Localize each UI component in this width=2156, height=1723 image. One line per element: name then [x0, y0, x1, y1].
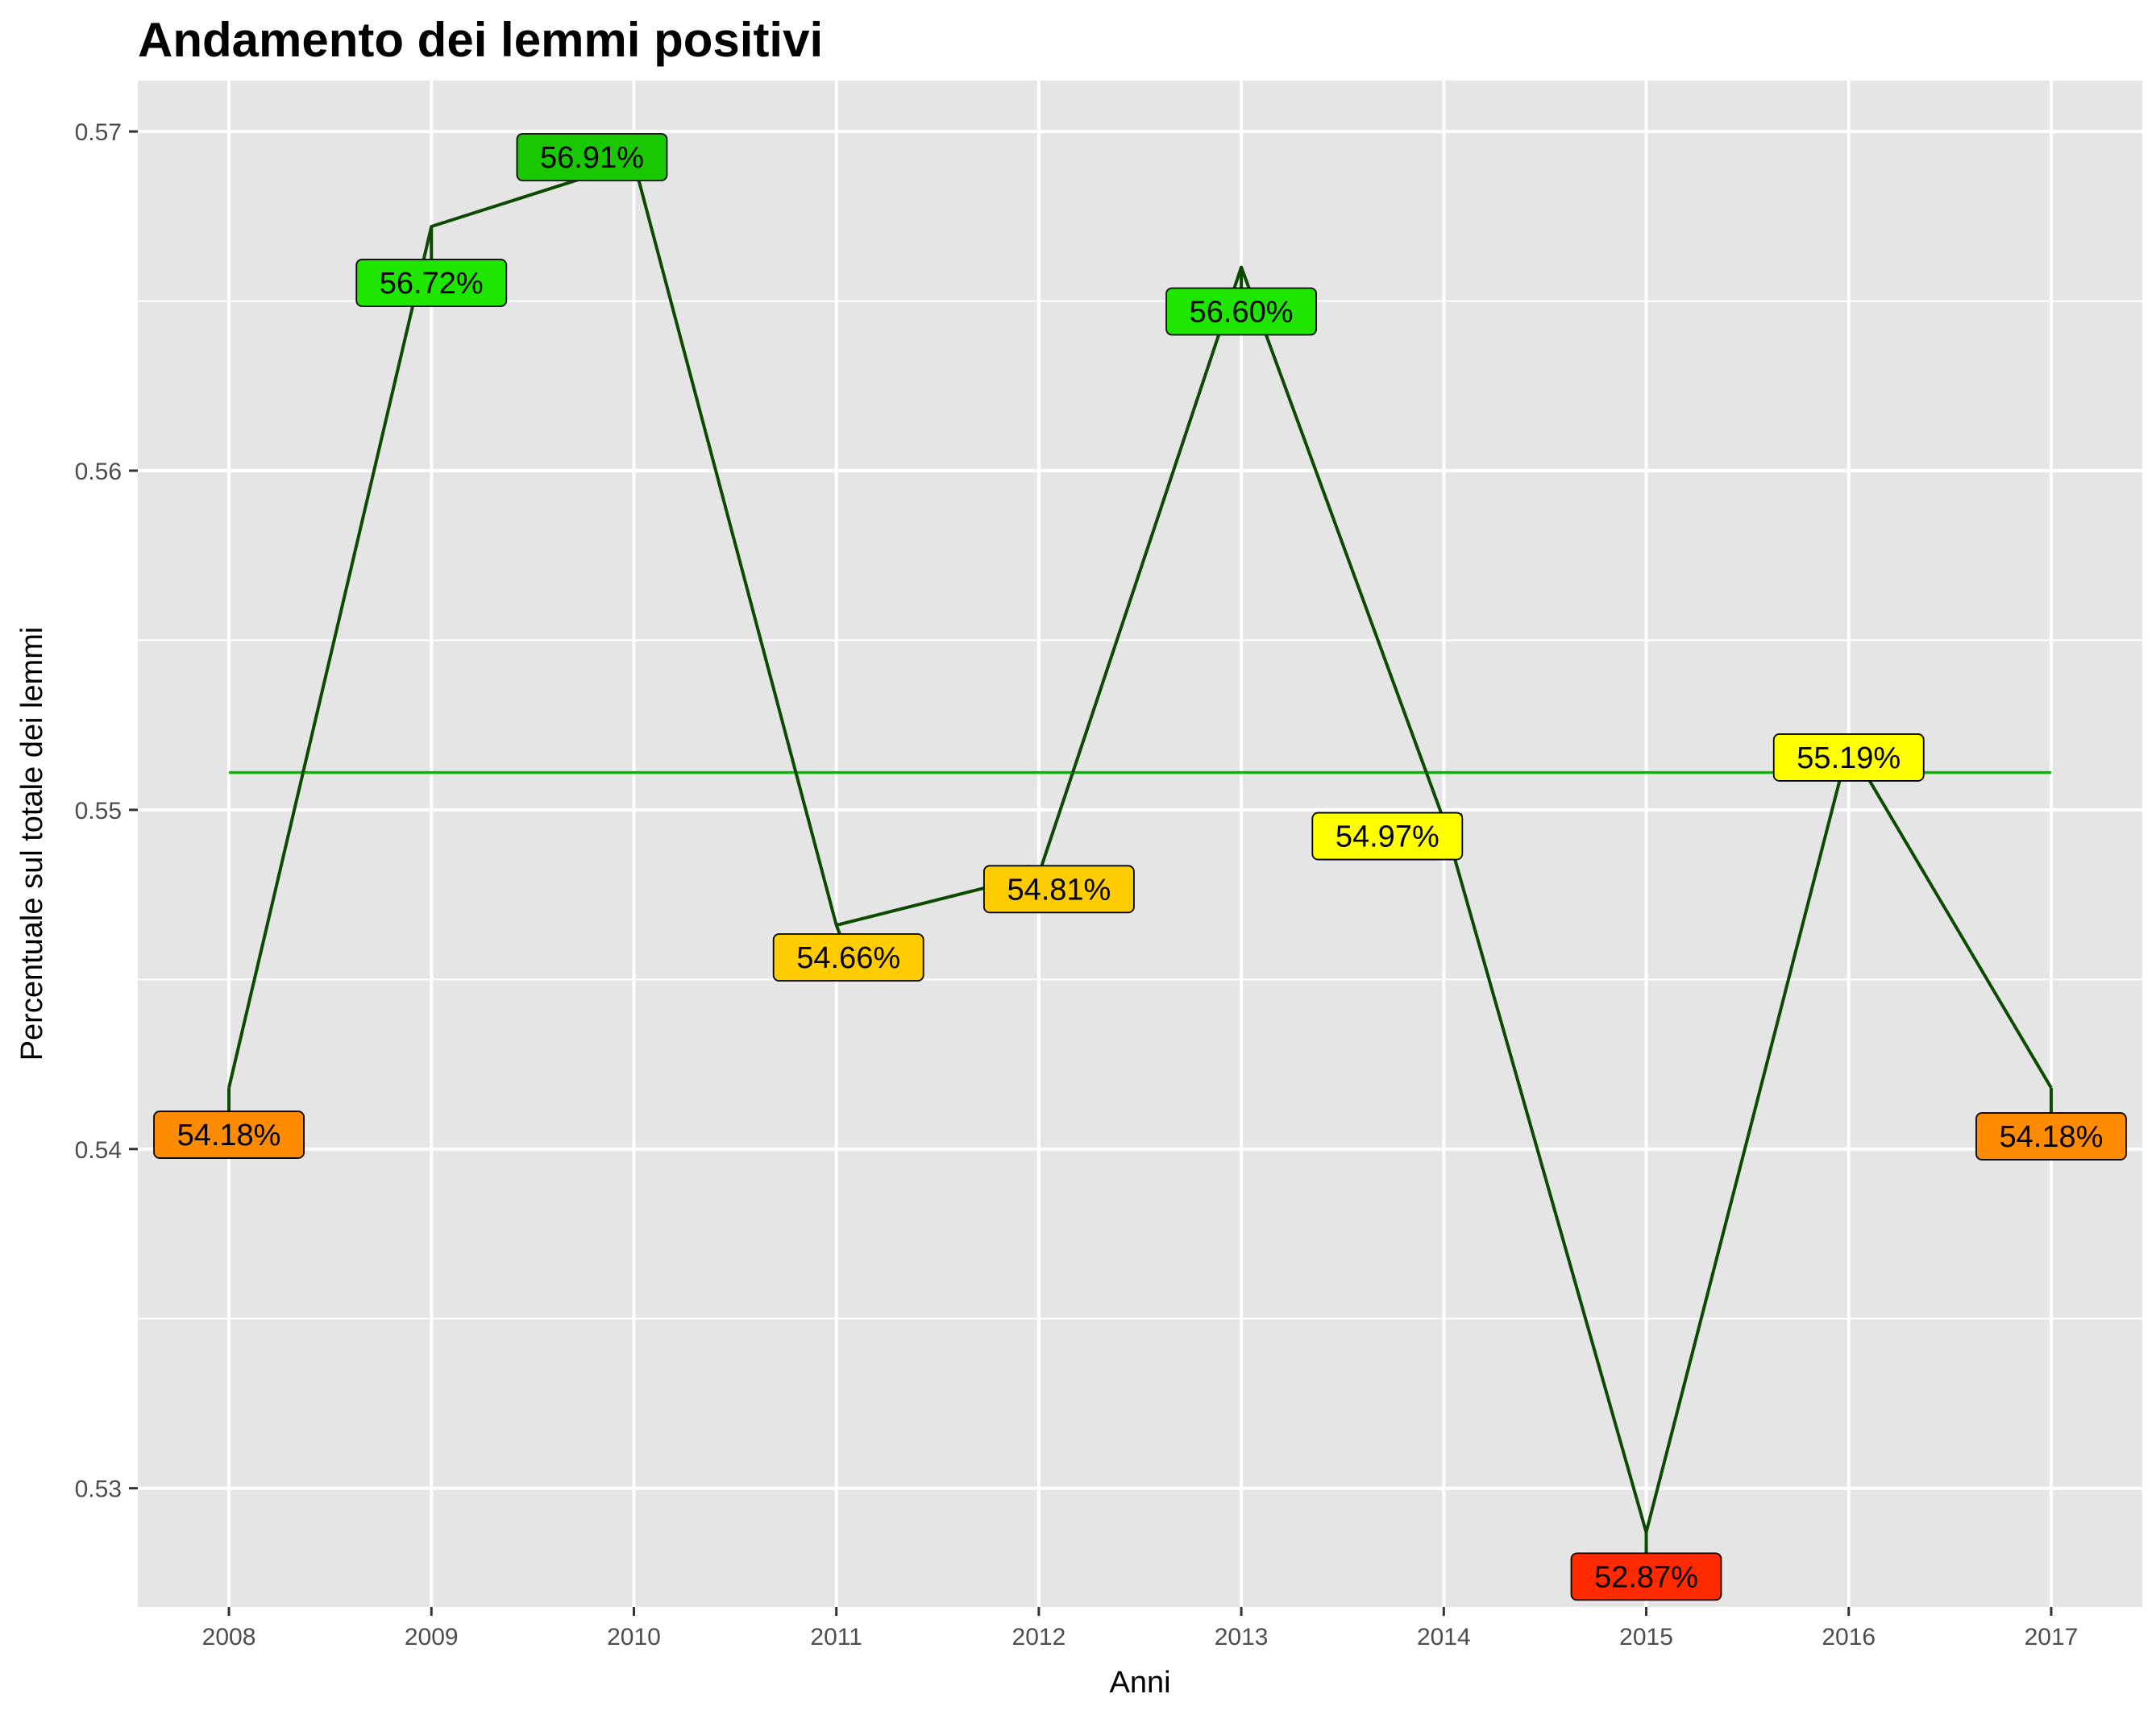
x-tick-label: 2010	[607, 1624, 661, 1650]
y-axis: 0.53 0.54 0.55 0.56 0.57	[75, 119, 138, 1503]
x-tick-label: 2016	[1822, 1624, 1876, 1650]
series-group	[227, 160, 2053, 1534]
label-connector	[834, 924, 841, 935]
data-label-box	[1570, 1552, 1722, 1601]
data-label-box	[355, 259, 508, 307]
x-tick-label: 2008	[202, 1624, 256, 1650]
y-tick-label: 0.57	[75, 119, 122, 146]
x-tick-label: 2009	[405, 1624, 459, 1650]
data-label-box	[1311, 812, 1464, 861]
y-tick-label: 0.56	[75, 459, 122, 485]
data-label-box	[772, 933, 924, 982]
x-tick-label: 2011	[810, 1624, 862, 1650]
grid-major	[138, 81, 2142, 1607]
y-axis-title: Percentuale sul totale dei lemmi	[15, 627, 49, 1061]
y-tick-label: 0.54	[75, 1137, 122, 1164]
data-label-box	[1975, 1112, 2127, 1160]
data-label-box	[1772, 733, 1925, 782]
data-label: 56.91%	[540, 141, 644, 175]
data-label: 56.60%	[1190, 295, 1294, 329]
data-label: 54.18%	[177, 1119, 281, 1152]
data-label-box	[516, 133, 668, 181]
y-tick-label: 0.53	[75, 1476, 122, 1503]
data-label: 54.81%	[1007, 873, 1111, 907]
plot-panel	[138, 81, 2142, 1607]
x-tick-label: 2017	[2025, 1624, 2079, 1650]
data-label: 54.97%	[1336, 820, 1439, 854]
y-tick-label: 0.55	[75, 798, 122, 824]
x-tick-label: 2014	[1417, 1624, 1471, 1650]
data-label-box	[982, 865, 1135, 914]
data-label-box	[153, 1111, 305, 1159]
chart-title: Andamento dei lemmi positivi	[138, 13, 823, 67]
data-label: 55.19%	[1797, 741, 1901, 775]
series-line	[227, 160, 2053, 1534]
data-label-box	[1165, 287, 1318, 336]
data-label: 56.72%	[380, 267, 484, 301]
data-label: 54.18%	[2000, 1120, 2104, 1154]
data-labels: 54.18% 56.72% 56.91% 54.66% 54.81% 56.60% 54.9…	[153, 133, 2127, 1601]
x-tick-label: 2012	[1012, 1624, 1066, 1650]
data-label: 54.66%	[796, 941, 900, 975]
x-axis: 2008 2009 2010 2011 2012 2013 2014 2015 2016 2017	[202, 1607, 2079, 1650]
data-label: 52.87%	[1594, 1560, 1698, 1594]
x-tick-label: 2013	[1215, 1624, 1269, 1650]
x-tick-label: 2015	[1619, 1624, 1673, 1650]
x-axis-title: Anni	[1109, 1666, 1170, 1700]
